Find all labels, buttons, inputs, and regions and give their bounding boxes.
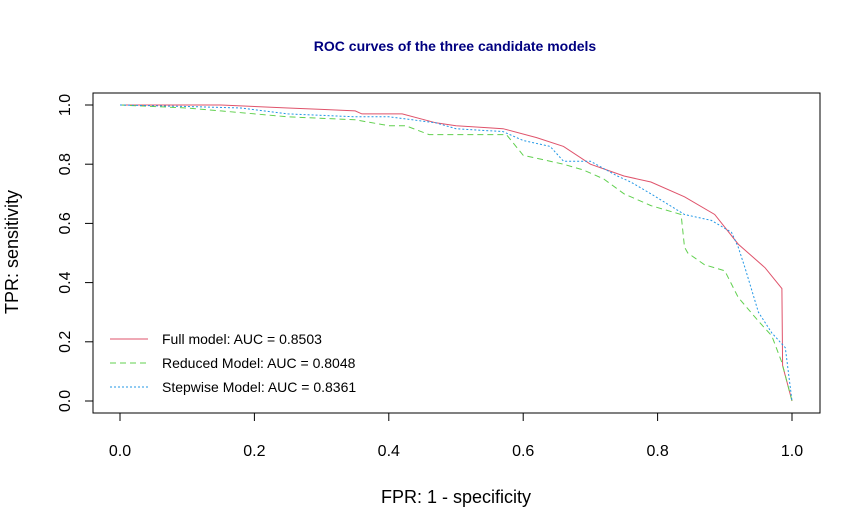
y-axis: 0.0 0.2 0.4 0.6 0.8 1.0 xyxy=(57,94,94,412)
x-tick-label: 0.6 xyxy=(512,443,534,460)
y-tick-label: 0.2 xyxy=(57,331,74,353)
x-tick-label: 0.2 xyxy=(243,443,265,460)
y-tick-label: 0.4 xyxy=(57,271,74,293)
x-tick-label: 0.0 xyxy=(109,443,131,460)
y-tick-label: 0.6 xyxy=(57,212,74,234)
series-line-3 xyxy=(119,104,793,402)
series-line-1 xyxy=(120,104,793,402)
y-axis-label: TPR: sensitivity xyxy=(2,190,22,314)
legend: Full model: AUC = 0.8503 Reduced Model: A… xyxy=(110,331,356,395)
legend-label-2: Reduced Model: AUC = 0.8048 xyxy=(162,355,356,371)
x-tick-label: 1.0 xyxy=(781,443,803,460)
x-axis-label: FPR: 1 - specificity xyxy=(381,487,531,507)
x-tick-label: 0.4 xyxy=(378,443,400,460)
series-line-2 xyxy=(119,104,793,402)
x-axis: 0.0 0.2 0.4 0.6 0.8 1.0 xyxy=(109,412,803,460)
series-group xyxy=(119,104,793,402)
chart-title: ROC curves of the three candidate models xyxy=(314,38,597,54)
legend-label-1: Full model: AUC = 0.8503 xyxy=(162,331,322,347)
x-tick-label: 0.8 xyxy=(646,443,668,460)
legend-label-3: Stepwise Model: AUC = 0.8361 xyxy=(162,379,356,395)
y-tick-label: 0.8 xyxy=(57,153,74,175)
y-tick-label: 1.0 xyxy=(57,94,74,116)
y-tick-label: 0.0 xyxy=(57,390,74,412)
